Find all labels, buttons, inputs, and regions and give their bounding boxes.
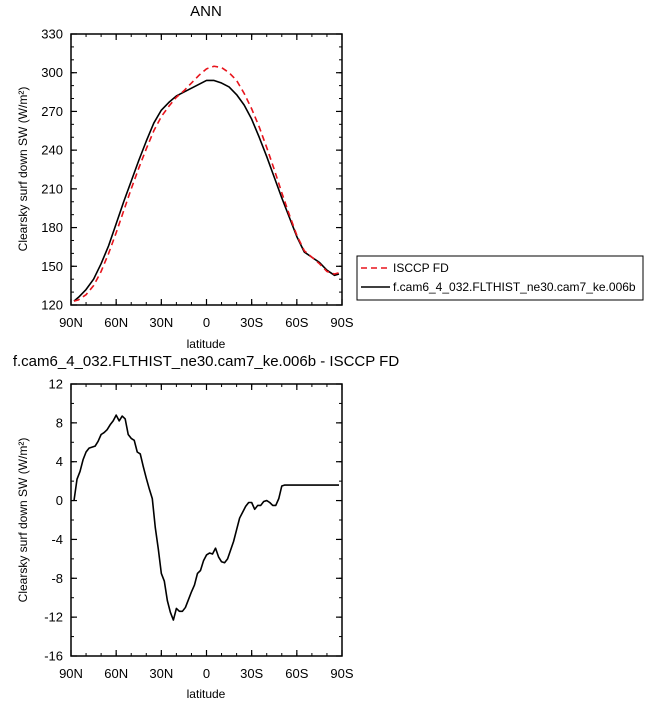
bottom-plot-area — [73, 414, 339, 621]
legend: ISCCP FD f.cam6_4_032.FLTHIST_ne30.cam7_… — [356, 255, 644, 301]
top-panel: ANN 120 150 180 210 240 270 300 330 90N 60N 30N 0 3… — [16, 3, 354, 351]
top-x-tick-label: 30S — [240, 315, 263, 330]
top-x-axis-title: latitude — [187, 337, 226, 351]
top-series-line-isccp — [73, 65, 340, 302]
top-x-tick-label: 0 — [203, 315, 210, 330]
top-x-tick-label: 90N — [59, 315, 83, 330]
top-y-axis: 120 150 180 210 240 270 300 330 — [41, 27, 342, 313]
top-y-tick-label: 330 — [41, 27, 63, 42]
top-y-tick-label: 210 — [41, 181, 63, 196]
bottom-y-tick-label: 0 — [56, 493, 63, 508]
bottom-y-tick-label: -16 — [44, 649, 63, 664]
bottom-panel: f.cam6_4_032.FLTHIST_ne30.cam7_ke.006b -… — [13, 353, 399, 701]
top-x-tick-label: 30N — [149, 315, 173, 330]
top-x-tick-label: 60S — [285, 315, 308, 330]
bottom-x-axis-title: latitude — [187, 687, 226, 701]
bottom-x-tick-label: 90S — [330, 666, 353, 681]
bottom-y-axis: -16 -12 -8 -4 0 4 8 12 — [44, 377, 342, 664]
bottom-y-tick-label: -8 — [51, 571, 63, 586]
bottom-y-tick-label: -12 — [44, 610, 63, 625]
top-x-axis: 90N 60N 30N 0 30S 60S 90S — [59, 34, 354, 330]
bottom-x-tick-label: 60S — [285, 666, 308, 681]
top-y-tick-label: 180 — [41, 220, 63, 235]
top-y-tick-label: 270 — [41, 104, 63, 119]
bottom-y-tick-label: 8 — [56, 415, 63, 430]
bottom-y-tick-label: -4 — [51, 532, 63, 547]
top-series-line-model — [73, 79, 340, 302]
top-y-tick-label: 150 — [41, 259, 63, 274]
bottom-x-tick-label: 30S — [240, 666, 263, 681]
top-chart-title: ANN — [190, 3, 222, 20]
top-y-axis-title: Clearsky surf down SW (W/m²) — [16, 87, 30, 252]
top-x-tick-label: 60N — [104, 315, 128, 330]
bottom-chart-title: f.cam6_4_032.FLTHIST_ne30.cam7_ke.006b -… — [13, 353, 399, 370]
bottom-x-tick-label: 60N — [104, 666, 128, 681]
bottom-series-line-model — [73, 414, 339, 621]
bottom-x-tick-label: 30N — [149, 666, 173, 681]
bottom-y-tick-label: 4 — [56, 454, 63, 469]
top-x-tick-label: 90S — [330, 315, 353, 330]
top-y-tick-label: 120 — [41, 298, 63, 313]
bottom-x-tick-label: 0 — [203, 666, 210, 681]
top-y-tick-label: 240 — [41, 143, 63, 158]
bottom-plot-frame — [70, 383, 343, 657]
legend-label-isccp: ISCCP FD — [393, 261, 449, 275]
top-plot-frame — [70, 33, 343, 306]
top-y-tick-label: 300 — [41, 65, 63, 80]
bottom-x-tick-label: 90N — [59, 666, 83, 681]
legend-label-model: f.cam6_4_032.FLTHIST_ne30.cam7_ke.006b — [393, 280, 636, 294]
legend-box — [356, 255, 644, 301]
bottom-y-tick-label: 12 — [49, 377, 63, 392]
bottom-y-axis-title: Clearsky surf down SW (W/m²) — [16, 438, 30, 603]
bottom-x-axis: 90N 60N 30N 0 30S 60S 90S — [59, 384, 354, 681]
top-plot-area — [73, 65, 340, 302]
